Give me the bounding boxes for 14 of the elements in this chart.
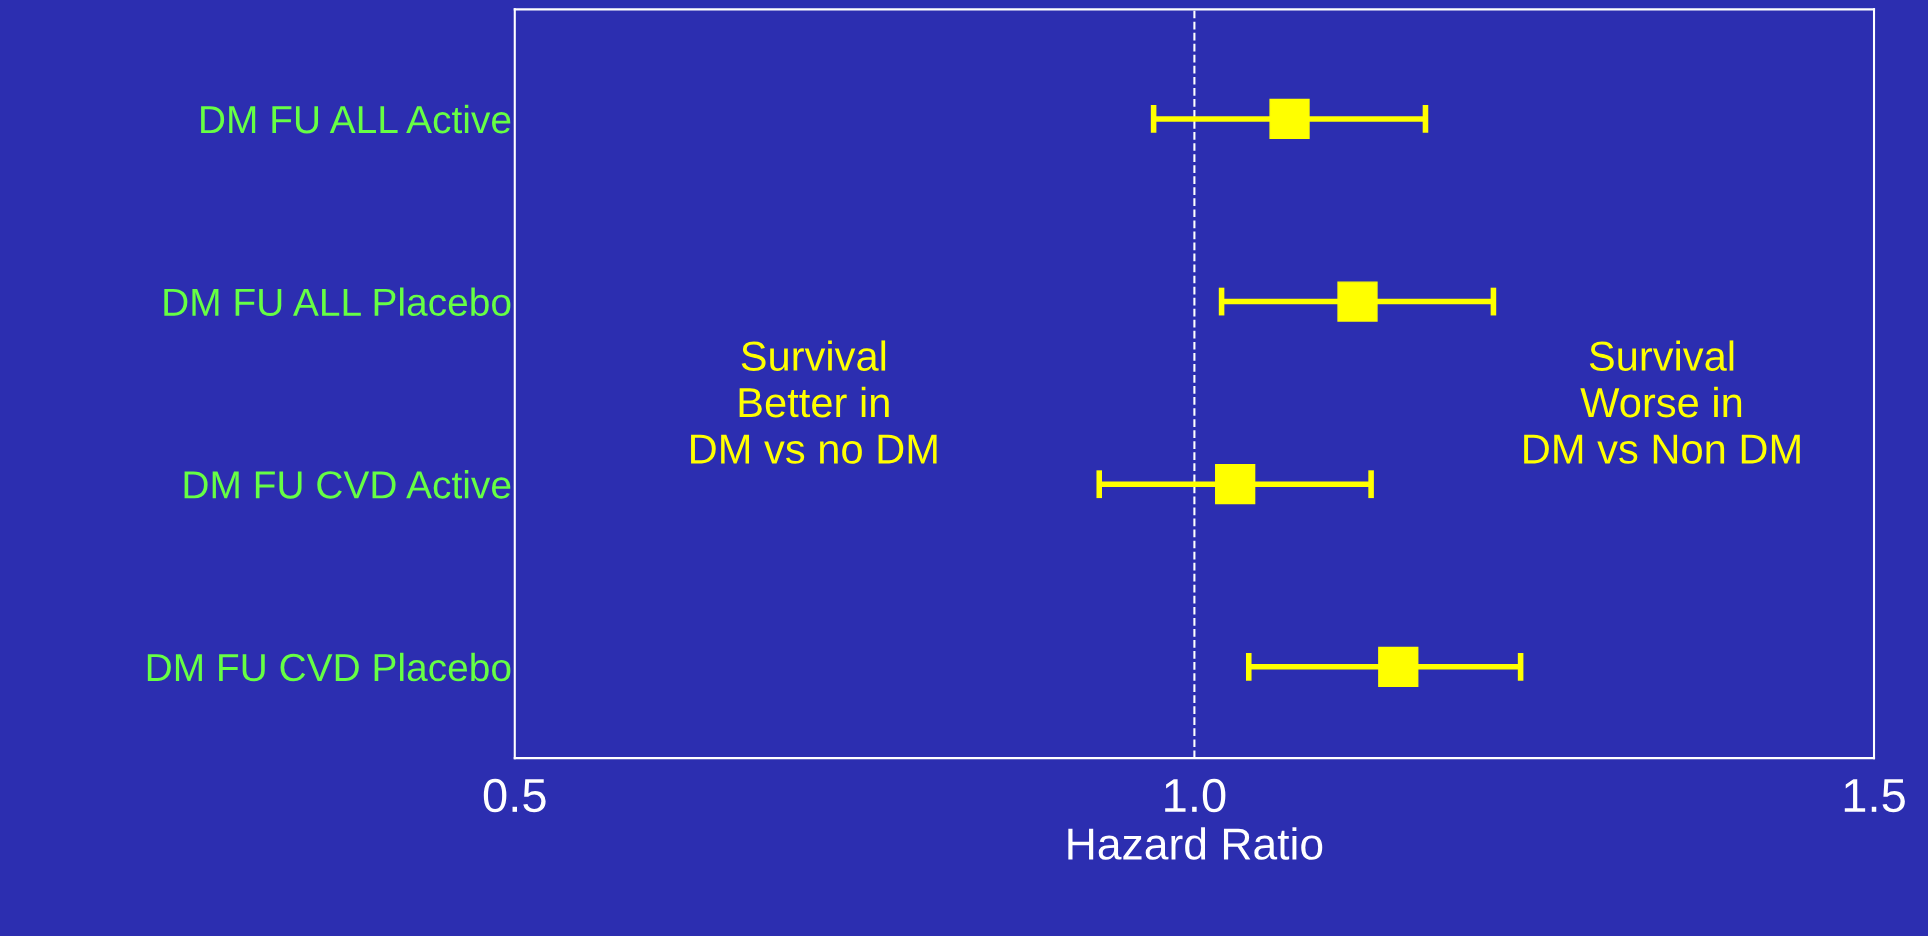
x-tick-label: 1.5 — [1844, 779, 1905, 813]
y-tick-label: DM FU ALL Placebo — [164, 287, 511, 317]
x-axis-title: Hazard Ratio — [1068, 827, 1323, 860]
x-tick-label: 1.0 — [1165, 778, 1226, 813]
annotation: Survival Worse in DM vs Non DM — [1524, 340, 1800, 464]
point — [1215, 464, 1256, 505]
annotation: Survival Better in DM vs no DM — [691, 340, 937, 464]
point — [1269, 98, 1310, 140]
x-tick-label: 0.5 — [483, 778, 546, 813]
point — [1337, 281, 1378, 322]
y-tick-label: DM FU CVD Active — [184, 470, 511, 499]
y-tick-label: DM FU CVD Placebo — [147, 652, 511, 682]
point — [1378, 646, 1419, 687]
y-tick-label: DM FU ALL Active — [201, 104, 511, 134]
